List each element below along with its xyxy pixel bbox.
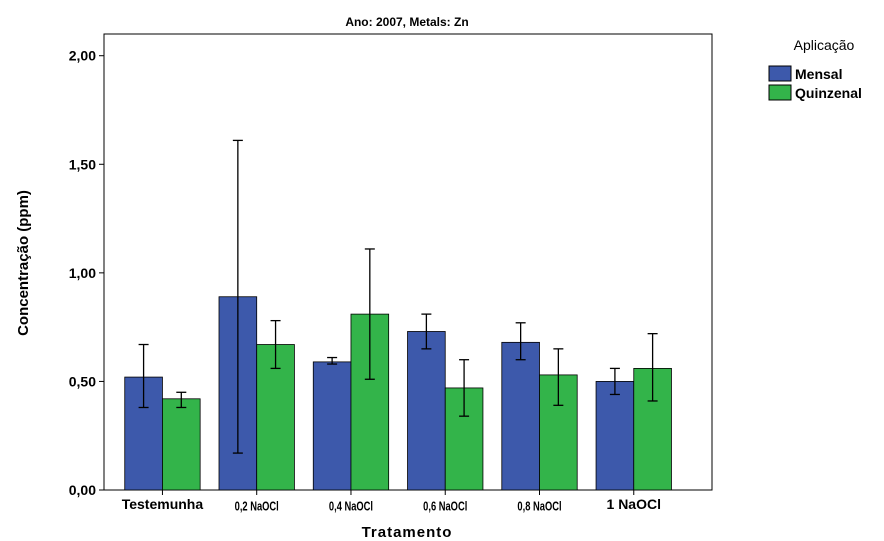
error-bar-quinzenal-4	[553, 348, 564, 406]
error-bar-mensal-2	[327, 356, 338, 365]
legend-swatch-quinzenal	[768, 84, 792, 101]
x-tick-label: 0,2 NaOCl	[235, 500, 279, 514]
y-tick-label: 0,00	[69, 482, 96, 498]
chart-title: Ano: 2007, Metals: Zn	[345, 15, 468, 29]
error-bar-quinzenal-5	[647, 333, 658, 402]
y-tick-label: 2,00	[69, 48, 96, 64]
legend-swatch-mensal	[768, 65, 792, 82]
error-bar-quinzenal-2	[364, 248, 375, 380]
bar-mensal-5	[595, 381, 635, 491]
y-tick-label: 0,50	[69, 373, 96, 389]
legend: Aplicação Mensal Quinzenal	[768, 37, 862, 101]
bar-mensal-4	[501, 341, 540, 491]
error-bar-mensal-3	[421, 313, 432, 350]
legend-title: Aplicação	[794, 37, 855, 53]
y-tick-label: 1,00	[69, 265, 96, 281]
x-axis-label: Tratamento	[362, 524, 453, 541]
error-bar-quinzenal-0	[176, 391, 187, 409]
x-tick-label: Testemunha	[122, 496, 204, 512]
x-tick-label: 0,4 NaOCl	[329, 500, 373, 514]
y-axis-label: Concentração (ppm)	[15, 190, 32, 336]
legend-label-quinzenal: Quinzenal	[795, 85, 862, 101]
bar-quinzenal-3	[444, 387, 484, 491]
error-bar-quinzenal-1	[270, 319, 281, 370]
error-bar-mensal-5	[609, 367, 620, 396]
legend-label-mensal: Mensal	[795, 66, 842, 82]
error-bar-mensal-4	[515, 322, 526, 361]
error-bar-mensal-1	[232, 139, 243, 454]
x-tick-label: 1 NaOCl	[607, 496, 661, 512]
error-bar-quinzenal-3	[459, 359, 470, 417]
error-bar-mensal-0	[138, 343, 149, 409]
x-tick-label: 0,8 NaOCl	[517, 500, 561, 514]
bar-quinzenal-0	[162, 398, 201, 491]
bar-mensal-3	[407, 331, 446, 491]
y-tick-label: 1,50	[69, 156, 96, 172]
bar-mensal-2	[312, 361, 352, 491]
x-tick-label: 0,6 NaOCl	[423, 500, 467, 514]
